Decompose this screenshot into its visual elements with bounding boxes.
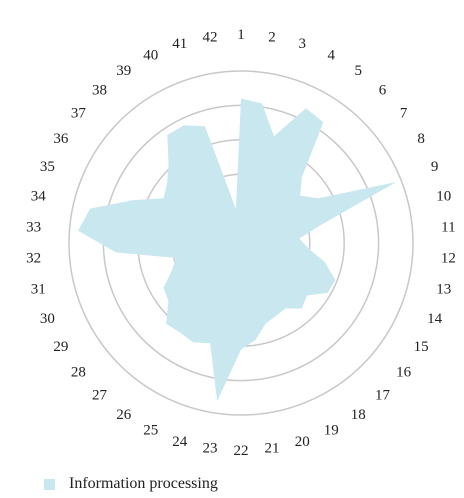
radar-chart: 1 2 34567891011121314151617181920212223242…	[26, 27, 456, 459]
axis-label-29: 29	[53, 339, 68, 355]
axis-label-41: 41	[172, 36, 187, 52]
axis-label-19: 19	[324, 422, 339, 438]
axis-label-4: 4	[327, 48, 335, 64]
axis-label-13: 13	[436, 281, 451, 297]
axis-label-12: 12	[441, 251, 456, 267]
axis-label-16: 16	[396, 365, 412, 381]
axis-label-2: 2	[268, 29, 276, 45]
axis-label-39: 39	[116, 63, 131, 79]
axis-label-9: 9	[431, 159, 439, 175]
axis-label-33: 33	[26, 220, 41, 236]
grid-ring-4	[68, 70, 414, 416]
axis-label-38: 38	[92, 83, 107, 99]
axis-label-3: 3	[299, 36, 307, 52]
axis-label-14: 14	[427, 311, 443, 327]
radar-series	[78, 98, 397, 402]
axis-label-20: 20	[295, 434, 310, 450]
legend: Information processing	[44, 475, 218, 493]
axis-label-24: 24	[172, 434, 188, 450]
axis-label-11: 11	[441, 220, 455, 236]
axis-label-37: 37	[71, 105, 87, 121]
axis-label-28: 28	[71, 365, 86, 381]
axis-label-32: 32	[26, 251, 41, 267]
axis-label-23: 23	[203, 441, 218, 457]
axis-label-40: 40	[143, 48, 158, 64]
axis-label-36: 36	[53, 131, 69, 147]
legend-swatch	[44, 478, 55, 490]
axis-label-5: 5	[354, 63, 362, 79]
axis-label-7: 7	[400, 105, 408, 121]
axis-label-30: 30	[40, 311, 55, 327]
axis-label-22: 22	[234, 443, 249, 459]
axis-label-34: 34	[31, 189, 47, 205]
axis-label-31: 31	[31, 281, 46, 297]
axis-label-27: 27	[92, 388, 108, 404]
axis-label-18: 18	[351, 407, 366, 423]
axis-label-6: 6	[379, 83, 387, 99]
radar-tick-labels: 1 2 34567891011121314151617181920212223242…	[26, 27, 456, 459]
axis-label-21: 21	[265, 441, 280, 457]
axis-label-35: 35	[40, 159, 55, 175]
axis-label-17: 17	[375, 388, 391, 404]
axis-label-15: 15	[414, 339, 429, 355]
axis-label-25: 25	[143, 422, 158, 438]
series-area-information-processing	[78, 98, 397, 402]
axis-label-26: 26	[116, 407, 132, 423]
axis-label-1: 1	[237, 27, 245, 43]
legend-label: Information processing	[69, 475, 218, 492]
axis-label-10: 10	[436, 189, 451, 205]
axis-label-8: 8	[417, 131, 425, 147]
axis-label-42: 42	[203, 29, 218, 45]
